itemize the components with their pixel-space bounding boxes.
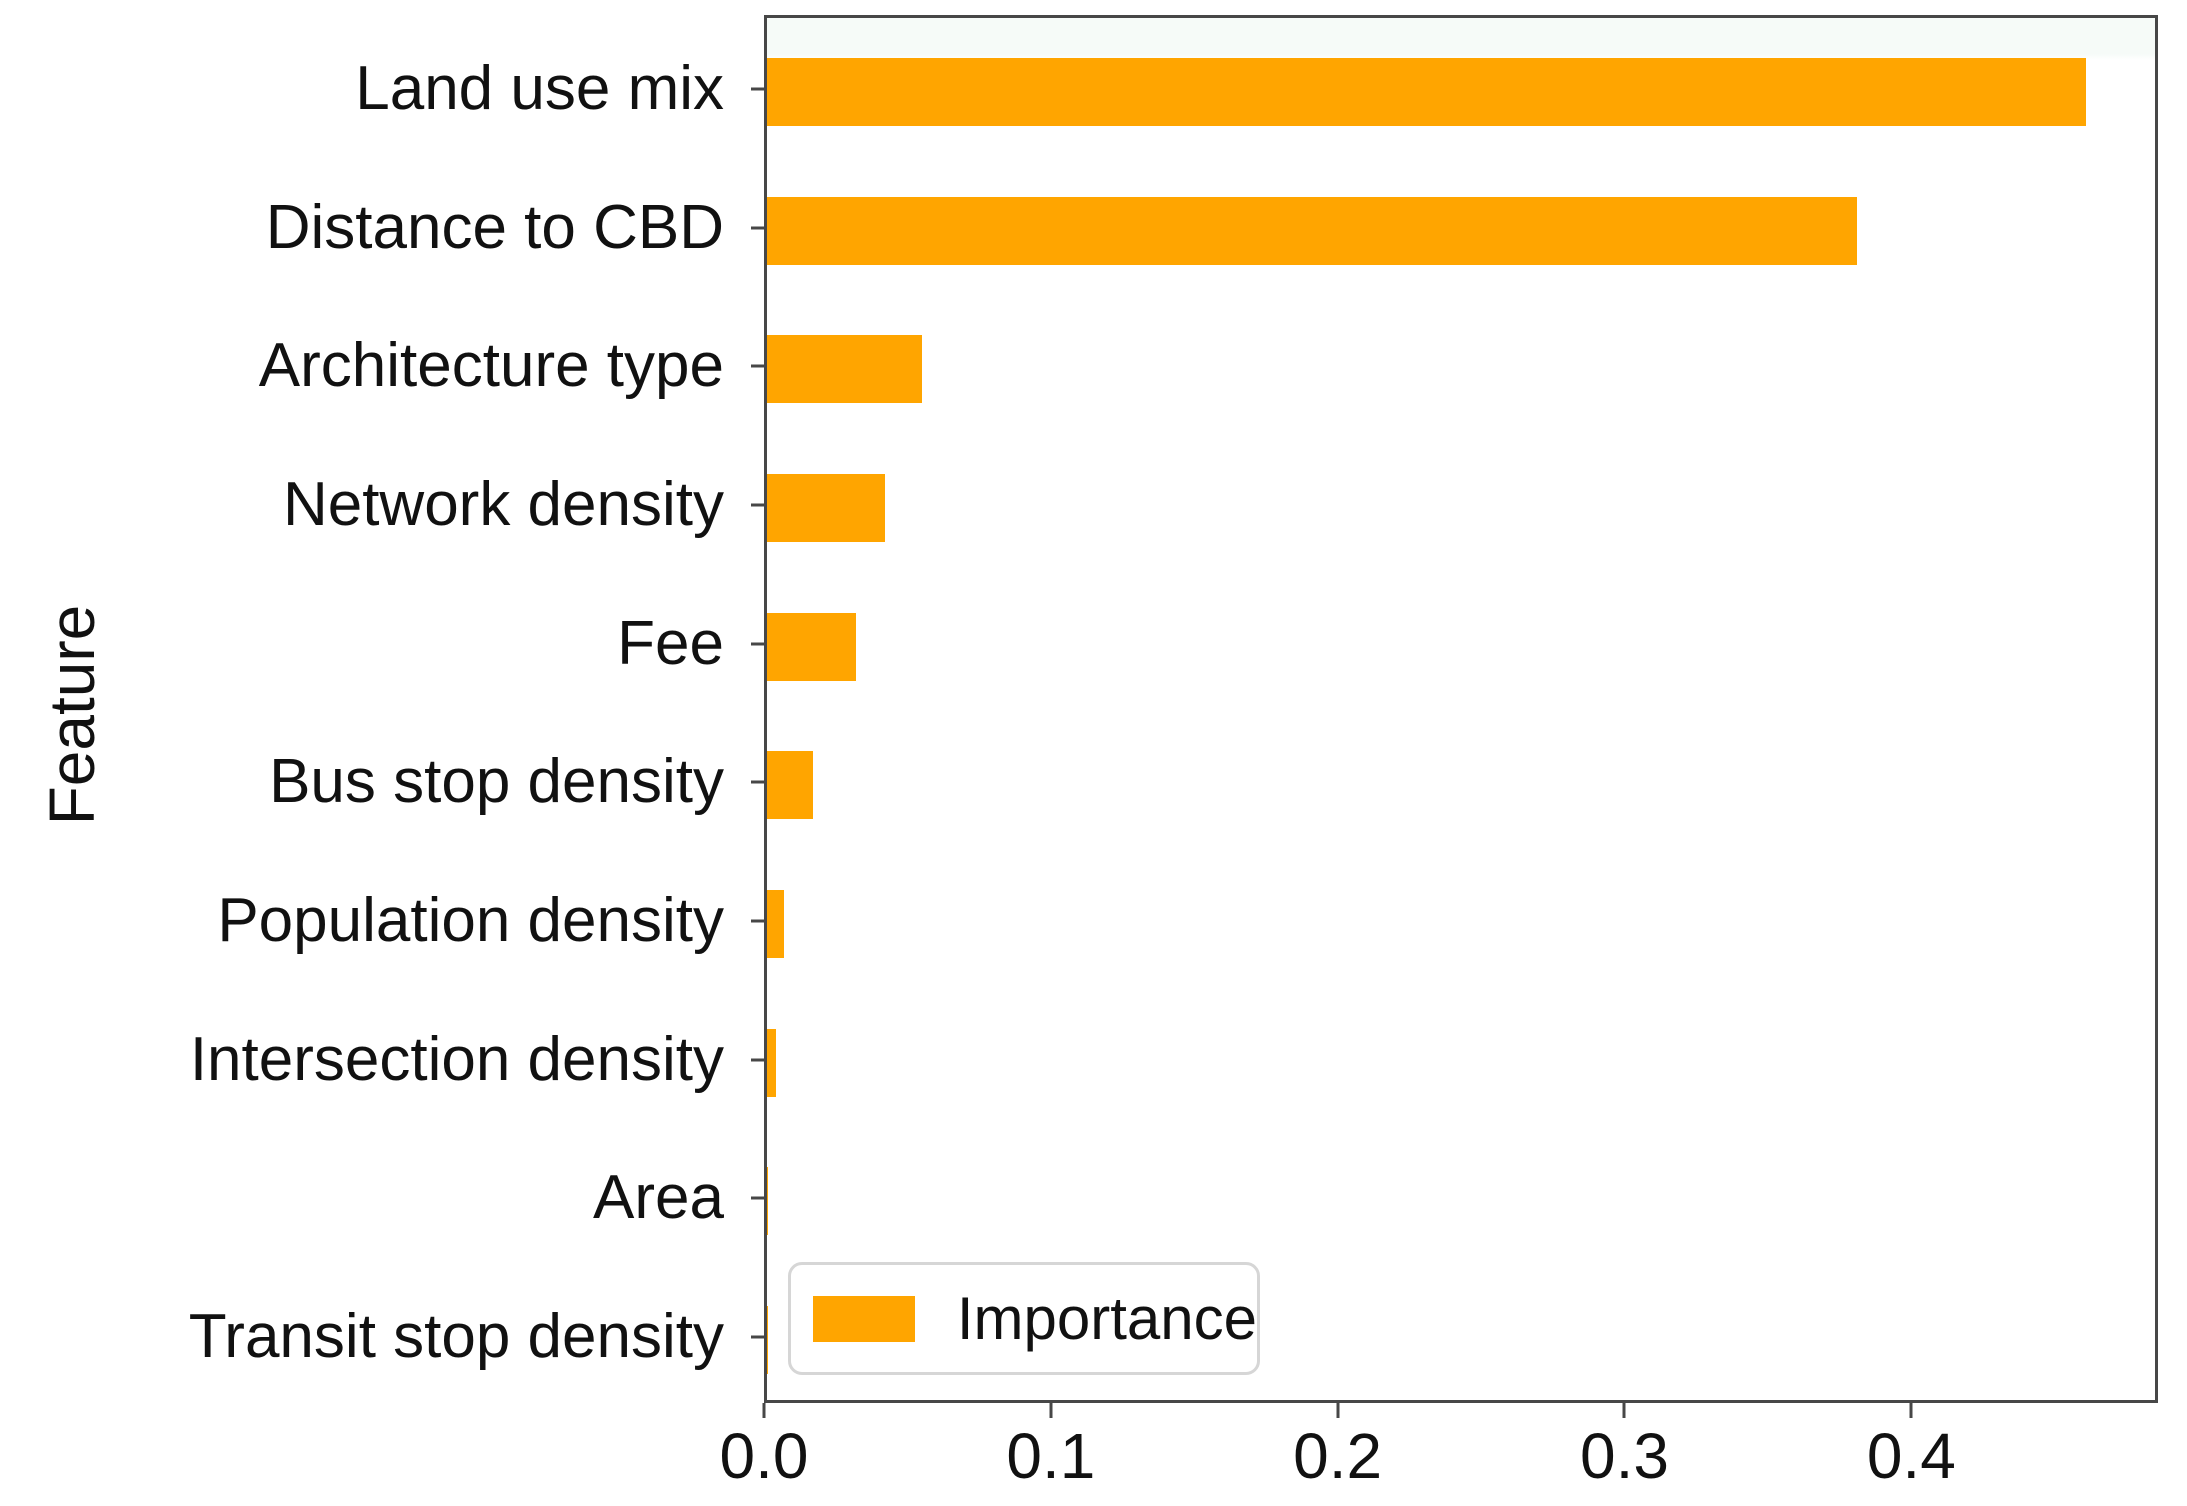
xtick-mark-0.4 <box>1909 1403 1913 1418</box>
ytick-mark-transit-stop-density <box>751 1335 764 1339</box>
legend-label-importance: Importance <box>956 1285 1257 1352</box>
bar-transit-stop-density <box>767 1306 768 1375</box>
ytick-mark-land-use-mix <box>751 87 764 91</box>
ytick-label-area: Area <box>593 1163 724 1233</box>
ytick-label-architecture-type: Architecture type <box>258 331 724 401</box>
bar-land-use-mix <box>767 58 2087 126</box>
ytick-mark-intersection-density <box>751 1058 764 1062</box>
xtick-label-0.3: 0.3 <box>1580 1420 1669 1492</box>
ytick-mark-architecture-type <box>751 364 764 368</box>
xtick-mark-0.3 <box>1622 1403 1626 1418</box>
ytick-label-distance-to-cbd: Distance to CBD <box>265 192 724 262</box>
bar-intersection-density <box>767 1028 776 1097</box>
ytick-label-transit-stop-density: Transit stop density <box>188 1302 724 1372</box>
xtick-label-0.0: 0.0 <box>719 1420 809 1492</box>
xtick-label-0.2: 0.2 <box>1293 1420 1383 1492</box>
bar-population-density <box>767 890 785 959</box>
bar-architecture-type <box>767 335 922 404</box>
ytick-mark-network-density <box>751 503 764 507</box>
ytick-label-bus-stop-density: Bus stop density <box>269 747 724 817</box>
bar-network-density <box>767 474 885 542</box>
legend: Importance <box>788 1262 1260 1375</box>
ytick-label-fee: Fee <box>617 608 724 678</box>
bar-bus-stop-density <box>767 751 813 820</box>
xtick-mark-0.1 <box>1049 1403 1053 1418</box>
bar-fee <box>767 612 856 681</box>
ytick-label-intersection-density: Intersection density <box>189 1024 724 1094</box>
legend-swatch-importance-icon <box>813 1295 915 1342</box>
plot-area <box>764 15 2158 1403</box>
ytick-mark-fee <box>751 642 764 646</box>
ytick-mark-area <box>751 1196 764 1200</box>
ytick-label-land-use-mix: Land use mix <box>355 54 724 123</box>
bar-area <box>767 1167 769 1236</box>
xtick-mark-0.0 <box>762 1403 766 1418</box>
xtick-label-0.1: 0.1 <box>1006 1420 1096 1492</box>
ytick-mark-distance-to-cbd <box>751 226 764 230</box>
bar-distance-to-cbd <box>767 196 1857 265</box>
ytick-label-population-density: Population density <box>217 886 724 956</box>
xtick-mark-0.2 <box>1336 1403 1340 1418</box>
xtick-label-0.4: 0.4 <box>1866 1420 1956 1492</box>
ytick-label-network-density: Network density <box>282 470 724 539</box>
ytick-mark-population-density <box>751 919 764 923</box>
ytick-mark-bus-stop-density <box>751 780 764 784</box>
